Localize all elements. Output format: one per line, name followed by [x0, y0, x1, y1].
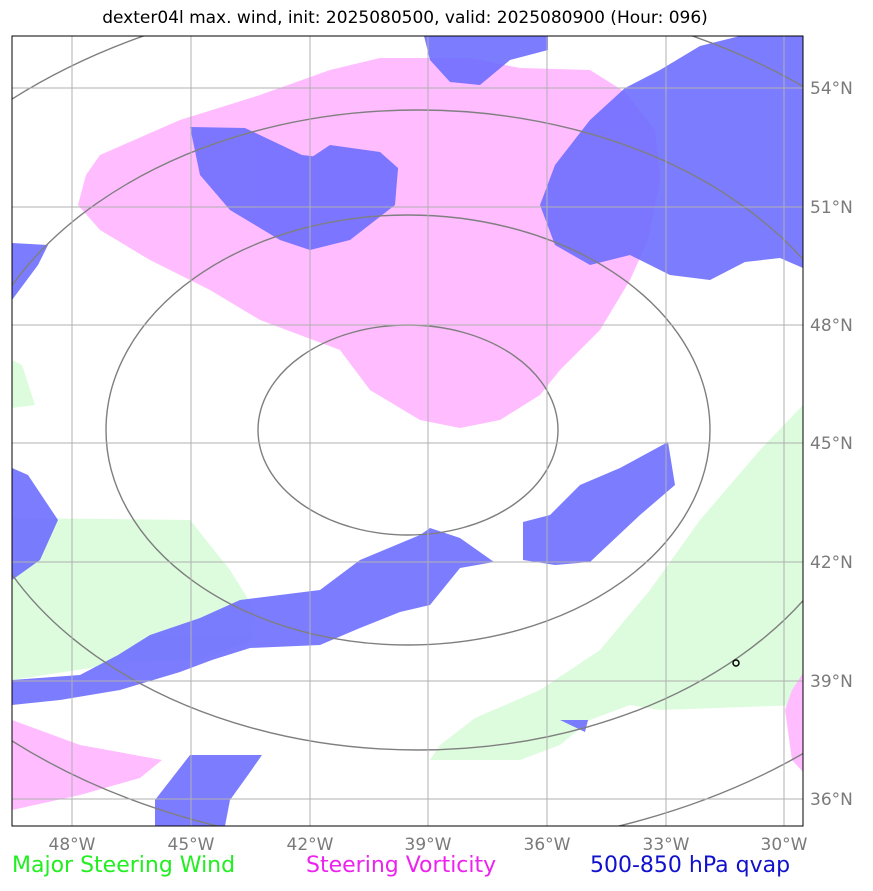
legend-steering-vorticity: Steering Vorticity: [306, 853, 497, 878]
storm-center-marker: [732, 659, 740, 667]
lat-tick: 36°N: [810, 790, 853, 810]
lon-tick: 39°W: [405, 835, 452, 855]
lat-tick: 39°N: [810, 672, 853, 692]
lat-tick-labels: 54°N 51°N 48°N 45°N 42°N 39°N 36°N: [810, 79, 853, 810]
lat-tick: 51°N: [810, 198, 853, 218]
lon-tick: 33°W: [643, 835, 690, 855]
lat-tick: 54°N: [810, 79, 853, 99]
lat-tick: 45°N: [810, 434, 853, 454]
legend-qvap: 500-850 hPa qvap: [590, 853, 791, 878]
legend-steering-wind: Major Steering Wind: [12, 853, 236, 878]
map-title: dexter04l max. wind, init: 2025080500, v…: [102, 8, 708, 28]
lat-tick: 48°N: [810, 316, 853, 336]
lat-tick: 42°N: [810, 553, 853, 573]
graticule: [12, 36, 803, 826]
lon-tick: 36°W: [524, 835, 571, 855]
map-frame: [11, 35, 804, 827]
lon-tick-labels: 48°W 45°W 42°W 39°W 36°W 33°W 30°W: [49, 835, 808, 855]
lon-tick: 42°W: [287, 835, 334, 855]
lon-tick: 45°W: [168, 835, 215, 855]
lon-tick: 48°W: [49, 835, 96, 855]
lon-tick: 30°W: [761, 835, 808, 855]
